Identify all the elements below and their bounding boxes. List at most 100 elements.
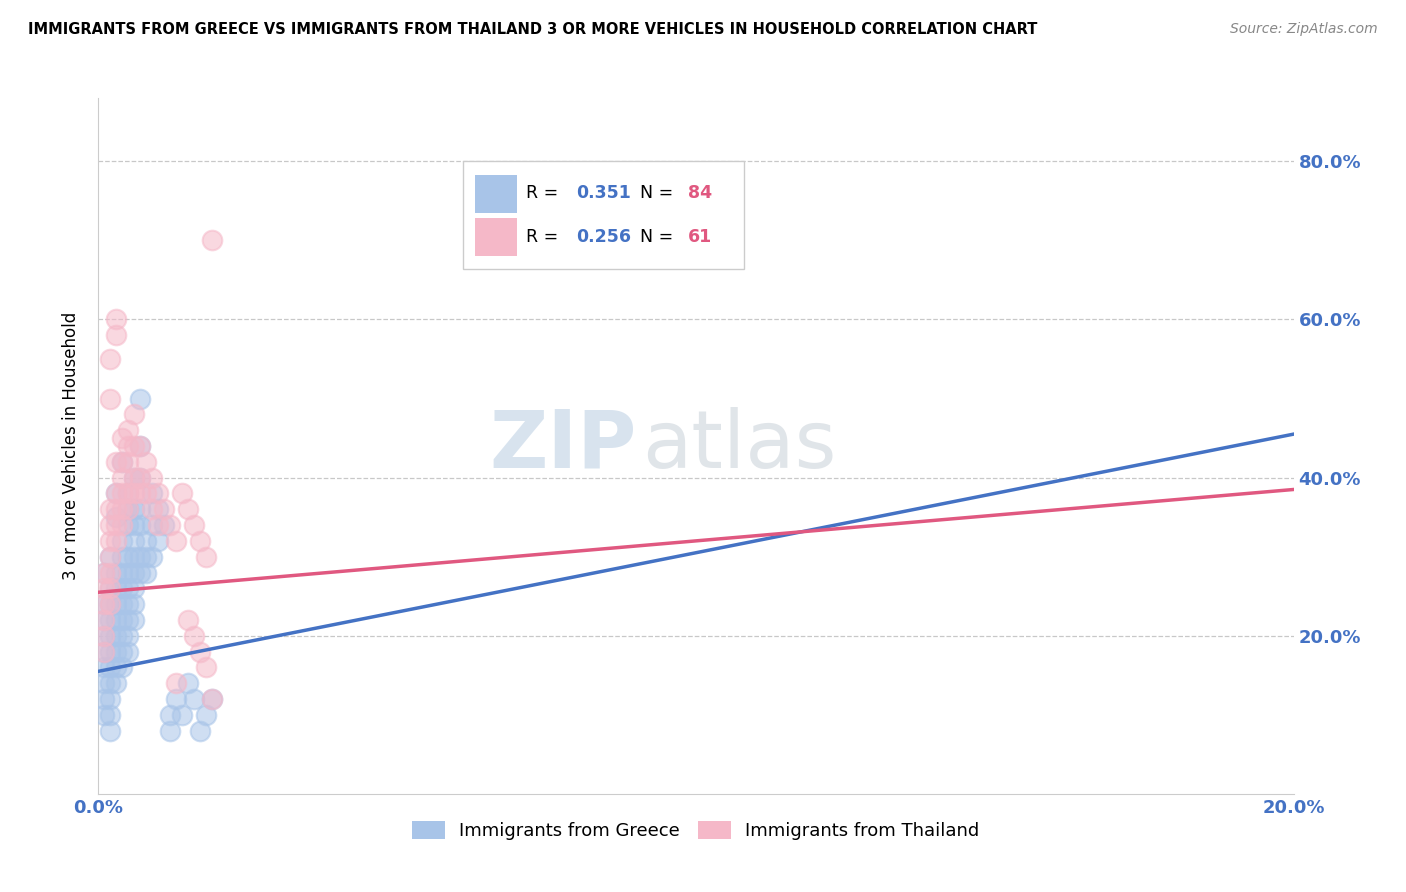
Point <box>98 518 122 533</box>
Point <box>141 502 163 516</box>
Point <box>124 533 146 548</box>
Point <box>165 676 187 690</box>
Point <box>93 566 115 580</box>
Point <box>93 660 115 674</box>
Point <box>177 676 200 690</box>
Point <box>111 518 134 533</box>
Text: N =: N = <box>640 228 679 246</box>
Point <box>124 470 146 484</box>
Point <box>183 518 205 533</box>
Point <box>93 597 115 611</box>
Point <box>93 597 115 611</box>
Point <box>93 629 115 643</box>
Text: 0.351: 0.351 <box>576 185 631 202</box>
Point <box>98 549 122 564</box>
Point <box>195 707 218 722</box>
Point <box>165 692 187 706</box>
Point <box>98 597 122 611</box>
Point <box>93 707 115 722</box>
Point <box>195 549 218 564</box>
Point <box>111 431 134 445</box>
Point <box>124 502 146 516</box>
Point <box>111 470 134 484</box>
Point <box>117 582 139 596</box>
Point <box>93 644 115 658</box>
Point <box>183 692 205 706</box>
Point <box>105 486 128 500</box>
Point <box>159 518 181 533</box>
Point <box>98 644 122 658</box>
Y-axis label: 3 or more Vehicles in Household: 3 or more Vehicles in Household <box>62 312 80 580</box>
Point <box>93 566 115 580</box>
Point <box>177 613 200 627</box>
Point <box>135 533 157 548</box>
Text: 61: 61 <box>688 228 711 246</box>
Text: Source: ZipAtlas.com: Source: ZipAtlas.com <box>1230 22 1378 37</box>
Point <box>105 566 128 580</box>
Point <box>93 613 115 627</box>
Point <box>98 566 122 580</box>
Point <box>98 582 122 596</box>
Text: R =: R = <box>526 185 564 202</box>
Point <box>93 644 115 658</box>
Point <box>105 676 128 690</box>
Point <box>111 582 134 596</box>
Point <box>135 549 157 564</box>
Point <box>159 723 181 738</box>
Point <box>153 502 176 516</box>
Point <box>141 518 163 533</box>
Point <box>117 502 139 516</box>
Point <box>141 486 163 500</box>
Point <box>129 439 152 453</box>
Point <box>98 660 122 674</box>
Point <box>98 676 122 690</box>
Point <box>188 533 211 548</box>
Point <box>105 597 128 611</box>
Point <box>129 502 152 516</box>
Point <box>188 644 211 658</box>
Text: 0.256: 0.256 <box>576 228 631 246</box>
Point <box>98 723 122 738</box>
Point <box>93 629 115 643</box>
Point <box>153 518 176 533</box>
Point <box>117 518 139 533</box>
Point <box>117 613 139 627</box>
Point <box>165 533 187 548</box>
Point <box>124 470 146 484</box>
Point <box>201 692 224 706</box>
Point <box>111 549 134 564</box>
Point <box>172 486 194 500</box>
Point <box>124 486 146 500</box>
Point <box>98 707 122 722</box>
Point <box>117 597 139 611</box>
Point <box>117 629 139 643</box>
Point <box>111 502 134 516</box>
Point <box>148 533 170 548</box>
Point <box>129 439 152 453</box>
Point <box>129 566 152 580</box>
Point <box>105 629 128 643</box>
Point <box>129 470 152 484</box>
Point <box>135 455 157 469</box>
Point <box>98 533 122 548</box>
Point <box>117 549 139 564</box>
Point <box>105 510 128 524</box>
Point <box>124 439 146 453</box>
Point <box>117 439 139 453</box>
Point <box>141 549 163 564</box>
Point <box>124 597 146 611</box>
Point <box>111 597 134 611</box>
Point <box>124 549 146 564</box>
Point <box>105 486 128 500</box>
Point <box>129 470 152 484</box>
Point <box>105 533 128 548</box>
Point <box>124 566 146 580</box>
Point <box>148 518 170 533</box>
Point <box>93 582 115 596</box>
Point <box>98 629 122 643</box>
Point <box>93 613 115 627</box>
Point <box>117 644 139 658</box>
Point <box>177 502 200 516</box>
Point <box>117 423 139 437</box>
Point <box>105 518 128 533</box>
